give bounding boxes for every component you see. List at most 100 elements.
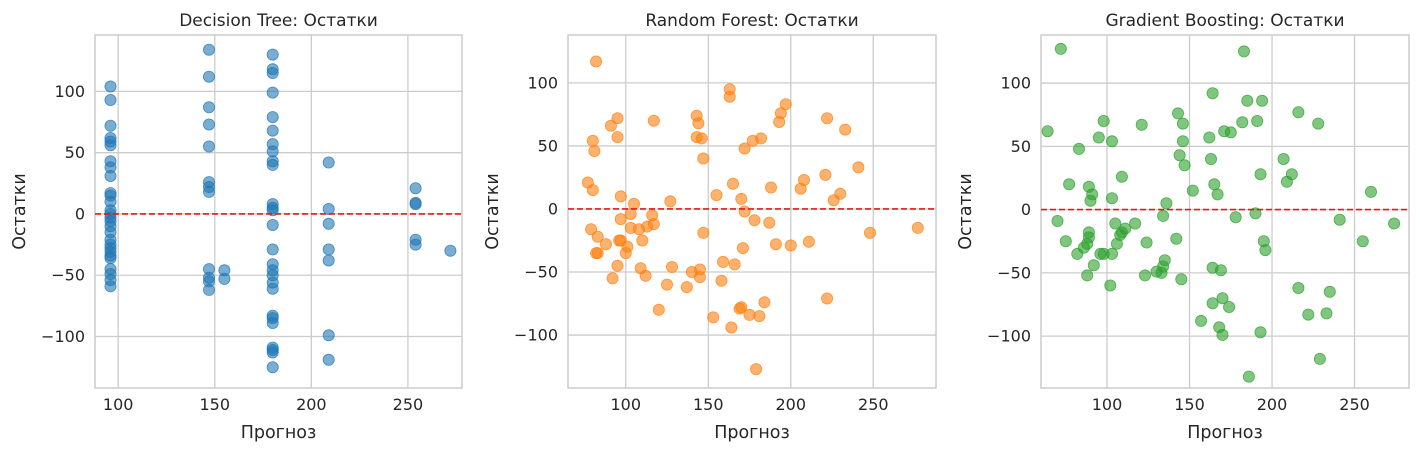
data-point <box>202 283 215 296</box>
data-point <box>409 198 422 211</box>
data-point <box>723 90 736 103</box>
data-point <box>1119 222 1132 235</box>
data-point <box>104 280 117 293</box>
data-point <box>839 123 852 136</box>
data-point <box>1176 135 1189 148</box>
data-point <box>266 86 279 99</box>
data-point <box>104 139 117 152</box>
data-point <box>647 114 660 127</box>
subplot-1: 100 150 200 250 −100 −50 0 50 100 Decision Tree: … <box>10 11 463 443</box>
data-point <box>743 308 756 321</box>
data-point <box>266 48 279 61</box>
x-tick-label: 200 <box>776 395 807 414</box>
data-point <box>738 142 751 155</box>
data-point <box>694 271 707 284</box>
subplot-2: 100 150 200 250 −100 −50 0 50 100 Random Forest: … <box>483 11 937 443</box>
data-point <box>266 316 279 329</box>
data-point <box>1214 264 1227 277</box>
data-point <box>591 247 604 260</box>
data-point <box>614 190 627 203</box>
data-point <box>1229 211 1242 224</box>
data-point <box>1205 152 1218 165</box>
data-point <box>266 282 279 295</box>
data-point <box>666 260 679 273</box>
scatter-points <box>581 55 924 376</box>
data-point <box>728 258 741 271</box>
data-point <box>736 242 749 255</box>
data-point <box>639 269 652 282</box>
data-point <box>266 111 279 124</box>
data-point <box>1216 328 1229 341</box>
data-point <box>266 158 279 171</box>
data-point <box>864 226 877 239</box>
data-point <box>661 278 674 291</box>
x-tick-label: 200 <box>296 395 327 414</box>
y-tick-label: 0 <box>75 204 85 223</box>
data-point <box>322 353 335 366</box>
data-point <box>628 197 641 210</box>
y-axis-label: Остатки <box>10 173 30 249</box>
data-point <box>1186 184 1199 197</box>
data-point <box>735 192 748 205</box>
data-point <box>765 181 778 194</box>
data-point <box>1216 292 1229 305</box>
data-point <box>586 184 599 197</box>
data-point <box>1176 117 1189 130</box>
data-point <box>652 303 665 316</box>
y-tick-label: 100 <box>54 82 85 101</box>
data-point <box>1059 235 1072 248</box>
y-tick-label: −100 <box>41 327 85 346</box>
y-tick-label: −50 <box>997 263 1031 282</box>
data-point <box>218 272 231 285</box>
y-tick-label: 50 <box>65 143 85 162</box>
data-point <box>1106 135 1119 148</box>
y-tick-label: −100 <box>514 326 558 345</box>
data-point <box>852 161 865 174</box>
data-point <box>1158 254 1171 267</box>
data-point <box>202 70 215 83</box>
data-point <box>1206 297 1219 310</box>
data-point <box>1259 244 1272 257</box>
y-tick-label: 0 <box>548 199 558 218</box>
x-axis-label: Прогноз <box>714 423 790 443</box>
data-point <box>707 311 720 324</box>
x-tick-label: 150 <box>199 395 230 414</box>
data-point <box>266 346 279 359</box>
data-point <box>591 230 604 243</box>
data-point <box>1249 207 1262 220</box>
y-tick-label: 100 <box>1000 74 1031 93</box>
data-point <box>266 124 279 137</box>
data-point <box>1312 117 1325 130</box>
data-point <box>266 361 279 374</box>
data-point <box>753 310 766 323</box>
chart-title: Decision Tree: Остатки <box>179 11 378 31</box>
x-tick-label: 150 <box>1174 395 1205 414</box>
plot-area <box>1041 35 1409 388</box>
data-point <box>1356 235 1369 248</box>
data-point <box>1087 259 1100 272</box>
data-point <box>1256 94 1269 107</box>
x-tick-label: 250 <box>858 395 889 414</box>
data-point <box>1206 87 1219 100</box>
data-point <box>692 117 705 130</box>
data-point <box>695 132 708 145</box>
data-point <box>819 168 832 181</box>
y-axis-label: Остатки <box>956 173 976 249</box>
data-point <box>715 274 728 287</box>
data-point <box>1333 213 1346 226</box>
data-point <box>1292 281 1305 294</box>
y-tick-label: 100 <box>527 73 558 92</box>
data-point <box>1203 131 1216 144</box>
data-point <box>1157 209 1170 222</box>
data-point <box>1302 308 1315 321</box>
data-point <box>1104 279 1117 292</box>
data-point <box>755 132 768 145</box>
y-tick-label: 50 <box>538 136 558 155</box>
data-point <box>697 152 710 165</box>
data-point <box>1063 178 1076 191</box>
scatter-points <box>104 43 457 374</box>
x-tick-label: 150 <box>693 395 724 414</box>
data-point <box>1173 149 1186 162</box>
data-point <box>104 119 117 132</box>
data-point <box>322 217 335 230</box>
